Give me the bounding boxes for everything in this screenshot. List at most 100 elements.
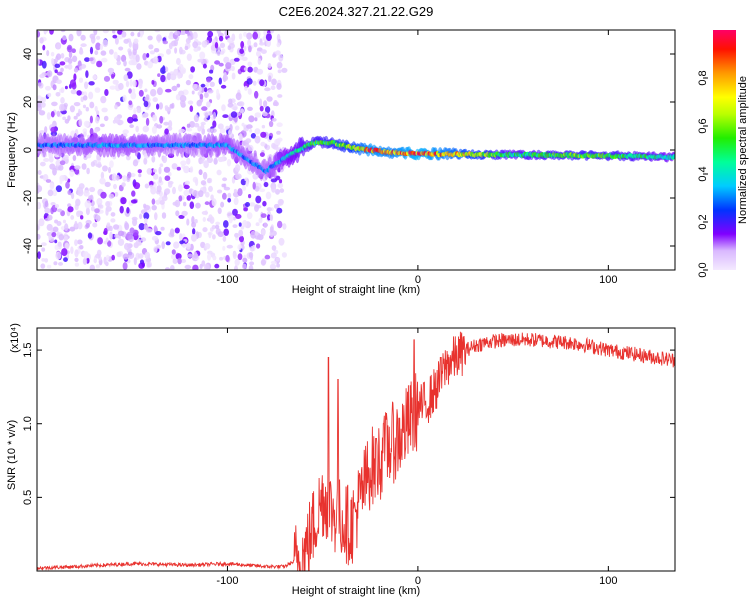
heatmap-cell — [192, 83, 198, 89]
heatmap-cell — [267, 214, 271, 221]
heatmap-cell — [178, 90, 185, 97]
heatmap-cell — [92, 222, 98, 228]
heatmap-cell — [233, 197, 239, 206]
x-tick-label: 0 — [415, 274, 421, 286]
heatmap-cell — [87, 232, 93, 239]
heatmap-cell — [38, 110, 46, 116]
heatmap-cell — [156, 185, 162, 193]
heatmap-cell — [191, 234, 197, 242]
heatmap-cell — [219, 128, 226, 134]
heatmap-cell — [170, 254, 176, 260]
heatmap-cell — [234, 232, 239, 238]
heatmap-cell — [59, 178, 63, 185]
heatmap-cell — [260, 131, 267, 138]
heatmap-cell — [149, 184, 154, 189]
heatmap-cell — [60, 226, 66, 231]
y-tick-label: 1.5 — [22, 342, 34, 357]
heatmap-cell — [79, 49, 84, 55]
heatmap-cell — [234, 164, 241, 172]
heatmap-cell — [180, 259, 187, 263]
heatmap-cell — [64, 235, 68, 241]
heatmap-cell — [142, 125, 149, 133]
heatmap-cell — [37, 251, 41, 259]
heatmap-cell — [74, 249, 79, 258]
heatmap-cell — [93, 213, 99, 220]
heatmap-cell — [56, 110, 61, 117]
heatmap-cell — [39, 37, 44, 44]
heatmap-cell — [70, 215, 75, 220]
heatmap-cell — [144, 183, 150, 189]
heatmap-cell — [270, 260, 277, 265]
heatmap-cell — [133, 257, 137, 266]
heatmap-cell — [230, 65, 235, 72]
heatmap-cell — [37, 225, 40, 231]
heatmap-cell — [276, 82, 282, 90]
heatmap-cell — [277, 220, 283, 229]
heatmap-cell — [77, 188, 84, 197]
colorbar-ticks: 0.0 0.2 0.4 0.6 0.8 — [697, 70, 709, 277]
snr-series-line — [37, 331, 675, 571]
heatmap-cell — [239, 135, 243, 141]
heatmap-cell — [222, 235, 227, 242]
heatmap-cell — [250, 133, 256, 139]
heatmap-cell — [239, 48, 245, 54]
heatmap-cell — [137, 32, 141, 38]
heatmap-cell — [264, 254, 271, 260]
heatmap-cell — [60, 67, 64, 73]
heatmap-cell — [118, 82, 124, 91]
heatmap-cell — [181, 210, 188, 216]
heatmap-cell — [230, 214, 234, 222]
heatmap-cell — [221, 183, 226, 188]
heatmap-cell — [232, 224, 238, 229]
heatmap-cell — [129, 124, 134, 128]
heatmap-cell — [72, 155, 77, 161]
heatmap-cell — [68, 51, 73, 59]
heatmap-cell — [161, 195, 168, 202]
heatmap-cell — [95, 264, 100, 269]
heatmap-cell — [189, 121, 196, 128]
heatmap-cell — [162, 155, 168, 164]
heatmap-cell — [186, 195, 192, 201]
heatmap-cell — [65, 181, 70, 189]
heatmap-cell — [268, 120, 274, 128]
heatmap-cell — [103, 115, 109, 122]
heatmap-cell — [171, 163, 178, 170]
heatmap-cell — [201, 106, 208, 111]
heatmap-cell — [90, 161, 95, 167]
heatmap-cell — [672, 154, 675, 159]
heatmap-cell — [206, 156, 213, 164]
heatmap-cell — [54, 239, 58, 244]
heatmap-cell — [84, 57, 90, 62]
heatmap-cell — [160, 226, 165, 231]
heatmap-cell — [88, 81, 95, 86]
heatmap-cell — [217, 46, 221, 52]
heatmap-cell — [88, 57, 94, 62]
colorbar-tick-label: 0.0 — [697, 262, 709, 277]
heatmap-cell — [99, 44, 104, 51]
heatmap-cell — [64, 176, 69, 182]
heatmap-cell — [86, 167, 90, 175]
heatmap-cell — [128, 50, 132, 56]
heatmap-cell — [130, 31, 135, 37]
heatmap-cell — [46, 50, 50, 57]
heatmap-cell — [44, 126, 48, 134]
heatmap-cell — [144, 88, 148, 93]
heatmap-cell — [51, 232, 57, 238]
heatmap-cell — [185, 242, 191, 250]
heatmap-cell — [279, 188, 285, 193]
heatmap-cell — [259, 98, 263, 107]
heatmap-cell — [122, 175, 127, 182]
colorbar-gradient — [713, 30, 736, 270]
spectrogram-panel: -100 0 100 -40 -20 0 20 40 Height of straight … — [6, 29, 676, 296]
heatmap-cell — [138, 223, 145, 231]
heatmap-cell — [61, 248, 68, 257]
heatmap-cell — [137, 169, 142, 174]
heatmap-cell — [162, 40, 168, 45]
heatmap-cell — [83, 131, 87, 137]
heatmap-cell — [70, 89, 77, 95]
heatmap-cell — [42, 97, 47, 103]
heatmap-cell — [64, 118, 70, 124]
heatmap-cell — [145, 117, 150, 126]
x-tick-label: 100 — [599, 274, 617, 286]
heatmap-cell — [152, 56, 159, 64]
